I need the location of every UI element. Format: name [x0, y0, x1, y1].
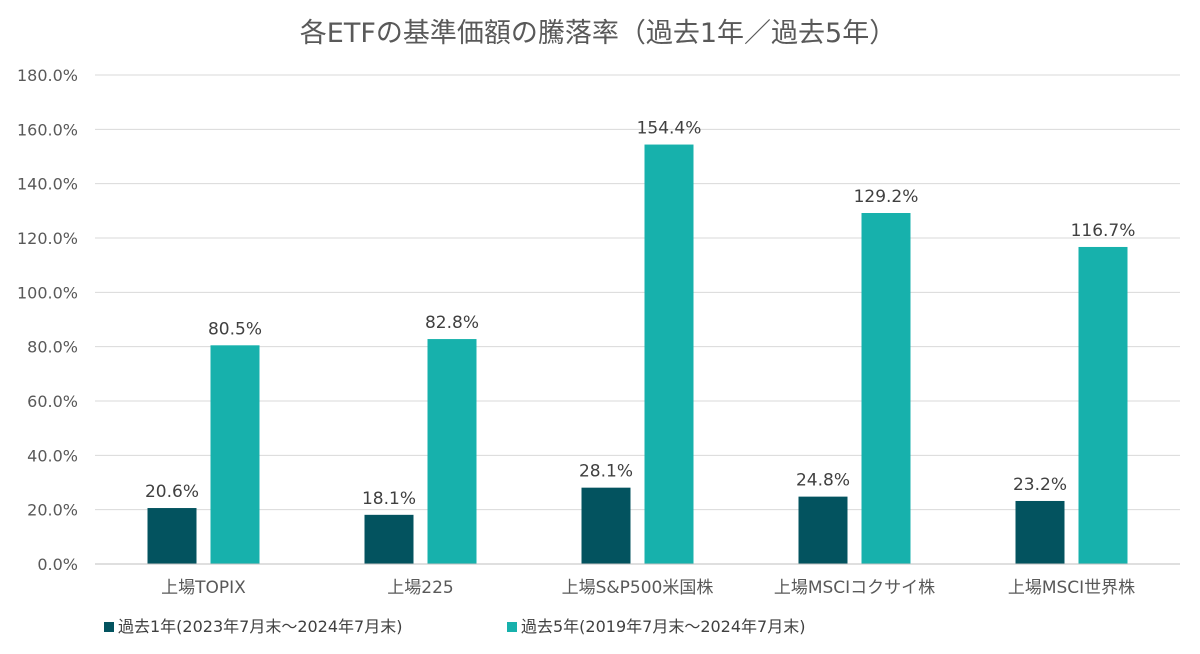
- bars: [147, 144, 1128, 565]
- data-label: 154.4%: [637, 119, 702, 139]
- y-axis-ticks: 0.0% 20.0% 40.0% 60.0% 80.0% 100.0% 120.0% 140.…: [17, 66, 78, 574]
- x-tick-label: 上場MSCI世界株: [1008, 578, 1135, 598]
- x-axis-ticks: 上場TOPIX 上場225 上場S&P500米国株 上場MSCIコクサイ株 上場MSCI…: [161, 578, 1135, 598]
- y-tick-label: 160.0%: [17, 120, 78, 139]
- legend-swatch: [507, 622, 517, 632]
- legend: 過去1年(2023年7月末～2024年7月末) 過去5年(2019年7月末～202…: [104, 617, 805, 636]
- x-tick-label: 上場TOPIX: [161, 578, 246, 598]
- y-tick-label: 80.0%: [27, 338, 78, 357]
- x-tick-label: 上場S&P500米国株: [562, 578, 714, 598]
- data-label: 80.5%: [208, 319, 262, 339]
- data-label: 18.1%: [362, 489, 416, 509]
- data-label: 23.2%: [1013, 475, 1067, 495]
- legend-swatch: [104, 622, 114, 632]
- y-tick-label: 100.0%: [17, 283, 78, 302]
- bar: [798, 496, 848, 564]
- bar: [427, 339, 477, 564]
- bar: [581, 487, 631, 564]
- bar: [210, 345, 260, 564]
- data-label: 20.6%: [145, 482, 199, 502]
- legend-label: 過去5年(2019年7月末～2024年7月末): [521, 617, 805, 636]
- y-tick-label: 140.0%: [17, 175, 78, 194]
- y-tick-label: 60.0%: [27, 392, 78, 411]
- legend-label: 過去1年(2023年7月末～2024年7月末): [118, 617, 402, 636]
- data-label: 129.2%: [854, 187, 919, 207]
- x-tick-label: 上場MSCIコクサイ株: [774, 578, 935, 598]
- y-tick-label: 180.0%: [17, 66, 78, 85]
- y-tick-label: 0.0%: [37, 555, 78, 574]
- y-tick-label: 120.0%: [17, 229, 78, 248]
- bar: [1015, 500, 1065, 564]
- data-label: 24.8%: [796, 471, 850, 491]
- data-labels: 20.6% 80.5% 18.1% 82.8% 28.1% 154.4% 24.8% 129.…: [145, 119, 1135, 509]
- bar: [861, 213, 911, 565]
- y-tick-label: 20.0%: [27, 501, 78, 520]
- bar: [147, 508, 197, 564]
- gridlines: [95, 74, 1180, 511]
- data-label: 116.7%: [1071, 221, 1136, 241]
- bar: [364, 514, 414, 564]
- x-tick-label: 上場225: [387, 578, 453, 598]
- bar: [644, 144, 694, 564]
- y-tick-label: 40.0%: [27, 446, 78, 465]
- bar: [1078, 246, 1128, 564]
- data-label: 28.1%: [579, 462, 633, 482]
- data-label: 82.8%: [425, 313, 479, 333]
- chart-title: 各ETFの基準価額の騰落率（過去1年／過去5年）: [300, 18, 896, 49]
